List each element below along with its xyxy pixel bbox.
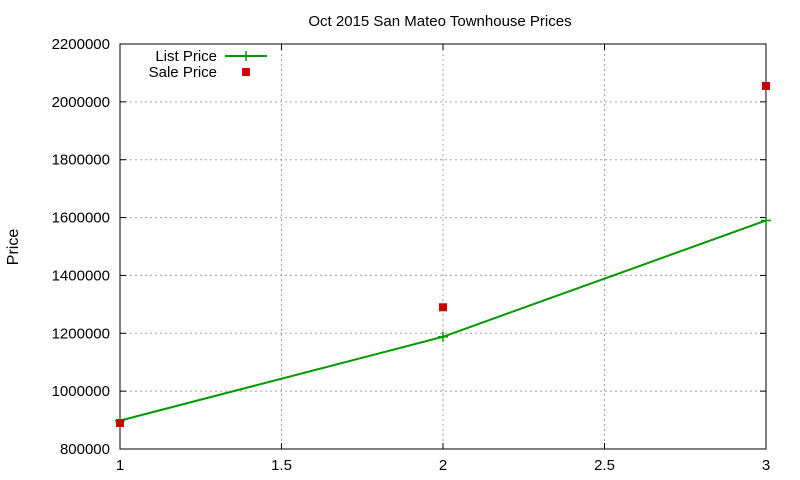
sale-price-point bbox=[116, 418, 124, 427]
legend-plus-swatch bbox=[241, 51, 251, 61]
legend-square-swatch bbox=[242, 68, 250, 76]
y-tick-label: 1000000 bbox=[52, 383, 110, 400]
series-layer bbox=[115, 81, 771, 427]
legend-label: List Price bbox=[155, 48, 217, 65]
sale-price-point bbox=[762, 81, 770, 90]
y-tick-label: 1800000 bbox=[52, 152, 110, 169]
y-axis-label: Price bbox=[5, 229, 22, 266]
y-tick-label: 1400000 bbox=[52, 267, 110, 284]
plot-frame bbox=[119, 43, 767, 450]
x-tick-label: 1 bbox=[116, 457, 124, 474]
x-tick-label: 2 bbox=[439, 457, 447, 474]
x-tick-label: 1.5 bbox=[271, 457, 292, 474]
series-sale-price bbox=[116, 81, 770, 427]
y-tick-label: 2200000 bbox=[52, 36, 110, 53]
y-tick-label: 1600000 bbox=[52, 210, 110, 227]
x-tick-label: 2.5 bbox=[594, 457, 615, 474]
chart-title: Oct 2015 San Mateo Townhouse Prices bbox=[308, 13, 571, 30]
list-price-point bbox=[438, 331, 448, 342]
y-tick-label: 800000 bbox=[60, 441, 110, 458]
sale-price-point bbox=[439, 303, 447, 312]
x-tick-label: 3 bbox=[762, 457, 770, 474]
y-tick-label: 2000000 bbox=[52, 94, 110, 111]
legend-label: Sale Price bbox=[149, 64, 217, 81]
grid bbox=[120, 44, 766, 449]
y-tick-label: 1200000 bbox=[52, 325, 110, 342]
list-price-point bbox=[761, 215, 771, 226]
axes: 800000 1000000 1200000 1400000 1600000 180000… bbox=[52, 36, 771, 474]
